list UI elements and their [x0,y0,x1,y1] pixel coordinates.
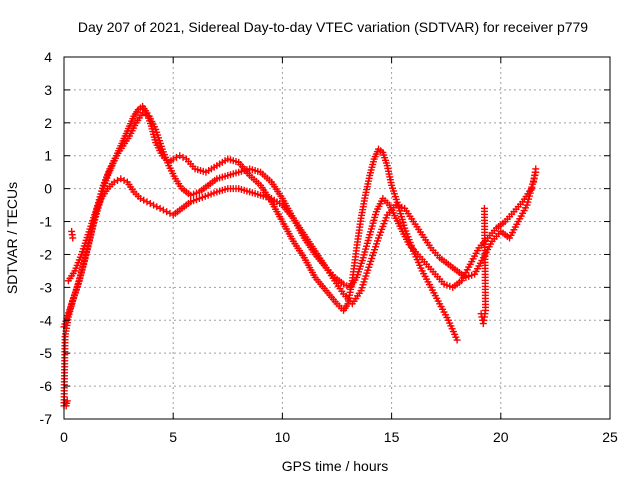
data-point [156,204,164,212]
data-point [453,336,461,344]
data-point [150,201,158,209]
y-tick-label: -7 [40,411,53,427]
plot-frame [63,56,611,420]
grid-lines [64,57,610,419]
data-points [60,102,540,410]
y-tick-label: 2 [44,115,52,131]
y-tick-label: 0 [44,181,52,197]
y-tick-label: -6 [40,378,53,394]
y-axis-label: SDTVAR / TECUs [4,182,20,294]
data-point [140,196,148,204]
x-tick-label: 15 [384,429,400,445]
data-point [172,153,180,161]
x-tick-label: 5 [169,429,177,445]
series-isolated [61,165,540,410]
y-tick-label: -5 [40,345,53,361]
x-tick-label: 25 [602,429,618,445]
y-tick-label: 3 [44,82,52,98]
y-tick-label: -4 [40,312,53,328]
y-tick-label: -3 [40,279,53,295]
data-point [143,198,151,206]
data-point [532,165,540,173]
data-point [480,204,488,212]
series-track-c [64,168,540,308]
data-point [63,397,71,405]
data-point [69,234,77,242]
x-axis-label: GPS time / hours [282,458,389,474]
data-point [117,175,125,183]
data-point [146,199,154,207]
y-tick-label: 1 [44,148,52,164]
data-point [114,176,122,184]
y-tick-label: -1 [40,214,53,230]
axis-ticks [63,56,611,420]
data-point [179,153,187,161]
x-tick-label: 20 [493,429,509,445]
data-point [120,176,128,184]
x-tick-label: 0 [60,429,68,445]
data-point [153,203,161,211]
data-point [159,206,167,214]
series-track-b [60,109,535,331]
y-tick-label: -2 [40,246,53,262]
x-tick-label: 10 [275,429,291,445]
y-tick-labels: -7 -6 -5 -4 -3 -2 -1 0 1 2 3 4 [40,49,53,427]
y-tick-label: 4 [44,49,52,65]
x-tick-labels: 0 5 10 15 20 25 [60,429,618,445]
data-point [176,152,184,160]
chart-title: Day 207 of 2021, Sidereal Day-to-day VTE… [78,19,588,35]
data-point [163,208,171,216]
